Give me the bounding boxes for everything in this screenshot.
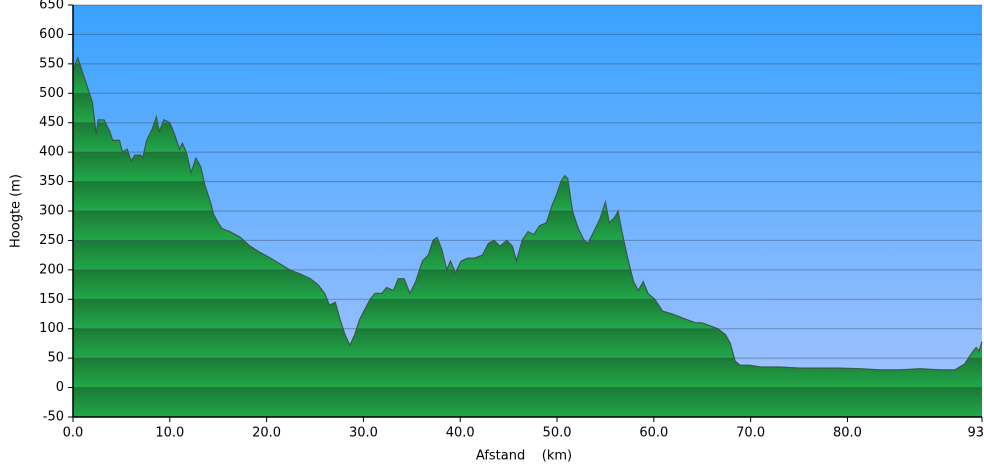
y-tick-label: 450 (39, 115, 64, 130)
y-tick-label: 0 (56, 380, 64, 395)
y-tick-label: 50 (47, 351, 64, 366)
y-tick-label: 350 (39, 174, 64, 189)
x-tick-label: 10.0 (155, 426, 184, 441)
x-axis-label: Afstand (km) (476, 449, 572, 464)
y-tick-label: -50 (43, 410, 64, 425)
elevation-area (73, 58, 982, 417)
elevation-line (72, 56, 983, 371)
x-tick-label: 80.0 (833, 426, 862, 441)
x-tick-label: 50.0 (543, 426, 572, 441)
y-tick-label: 100 (39, 321, 64, 336)
y-tick-label: 250 (39, 233, 64, 248)
y-tick-label: 300 (39, 204, 64, 219)
x-tick-label: 40.0 (446, 426, 475, 441)
y-tick-label: 500 (39, 86, 64, 101)
x-tick-label: 60.0 (639, 426, 668, 441)
x-tick-label: 70.0 (736, 426, 765, 441)
y-tick-label: 150 (39, 292, 64, 307)
x-tick-label: 30.0 (349, 426, 378, 441)
y-tick-label: 400 (39, 145, 64, 160)
y-tick-label: 200 (39, 262, 64, 277)
y-axis-label: Hoogte (m) (9, 174, 24, 248)
x-tick-label: 93.9 (968, 426, 984, 441)
x-tick-label: 0.0 (63, 426, 84, 441)
y-tick-label: 650 (39, 0, 64, 13)
x-tick-label: 20.0 (252, 426, 281, 441)
y-tick-label: 550 (39, 56, 64, 71)
y-tick-label: 600 (39, 27, 64, 42)
